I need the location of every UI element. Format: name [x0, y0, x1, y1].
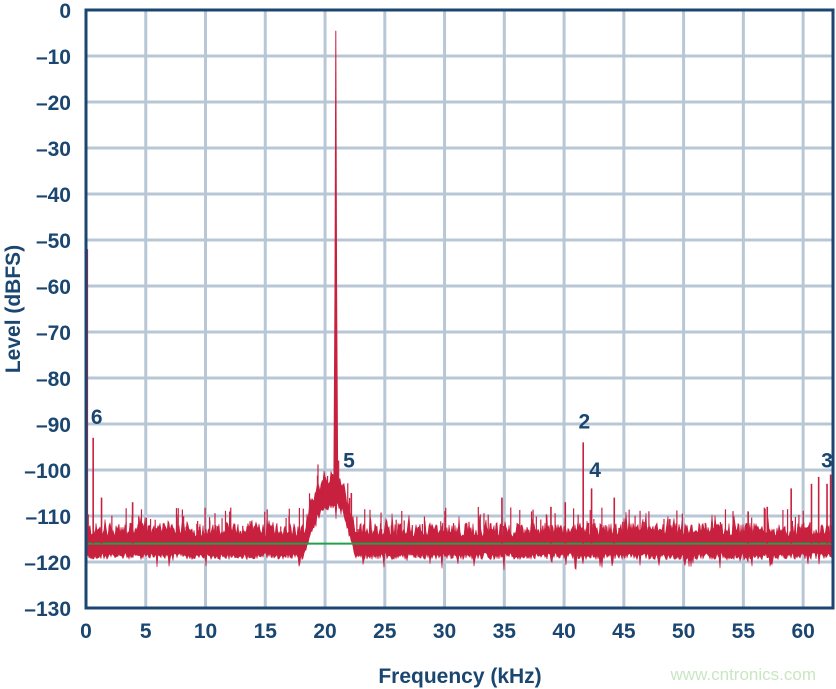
y-tick-label: –110: [25, 506, 71, 529]
y-tick-label: –80: [36, 368, 71, 391]
y-tick-label: –130: [24, 598, 71, 621]
y-tick-label: –90: [36, 414, 71, 437]
y-tick-label: –120: [24, 552, 71, 575]
harmonic-annotation: 4: [589, 459, 601, 482]
x-tick-label: 20: [313, 620, 336, 643]
x-tick-label: 35: [493, 620, 517, 643]
x-tick-label: 5: [140, 620, 152, 643]
x-tick-label: 25: [373, 620, 397, 643]
x-tick-label: 50: [672, 620, 695, 643]
x-tick-label: 30: [433, 620, 456, 643]
y-tick-label: –20: [36, 92, 71, 115]
y-tick-label: –70: [36, 322, 71, 345]
axes: [84, 8, 835, 610]
x-tick-label: 15: [254, 620, 278, 643]
x-tick-label: 60: [791, 620, 814, 643]
grid: [84, 8, 833, 610]
tick-labels: 0 5 10 15 20 25 30 35 40 45 50 55 600–10–20–30–40–50…: [24, 0, 815, 643]
y-axis-label: Level (dBFS): [2, 245, 25, 373]
y-tick-label: –10: [36, 46, 71, 69]
y-tick-label: –60: [36, 276, 71, 299]
x-tick-label: 10: [194, 620, 217, 643]
y-tick-label: –100: [24, 460, 71, 483]
y-tick-label: –50: [36, 230, 71, 253]
y-tick-label: 0: [59, 0, 71, 23]
fundamental-peak: [333, 30, 339, 499]
harmonic-annotation: 5: [343, 450, 355, 473]
plot-area: 6 5 2 4 3: [85, 30, 834, 571]
harmonic-annotation: 6: [91, 406, 103, 429]
x-axis-label: Frequency (kHz): [378, 665, 541, 688]
watermark: www.cntronics.com: [670, 665, 816, 684]
harmonic-annotation: 3: [821, 450, 833, 473]
x-tick-label: 40: [552, 620, 575, 643]
x-tick-label: 55: [732, 620, 756, 643]
y-tick-label: –30: [36, 138, 71, 161]
x-tick-label: 45: [612, 620, 636, 643]
noise-floor-trace: [86, 470, 834, 571]
y-tick-label: –40: [36, 184, 71, 207]
x-tick-label: 0: [80, 620, 92, 643]
harmonic-annotation: 2: [579, 411, 591, 434]
plot-frame: [84, 8, 835, 610]
